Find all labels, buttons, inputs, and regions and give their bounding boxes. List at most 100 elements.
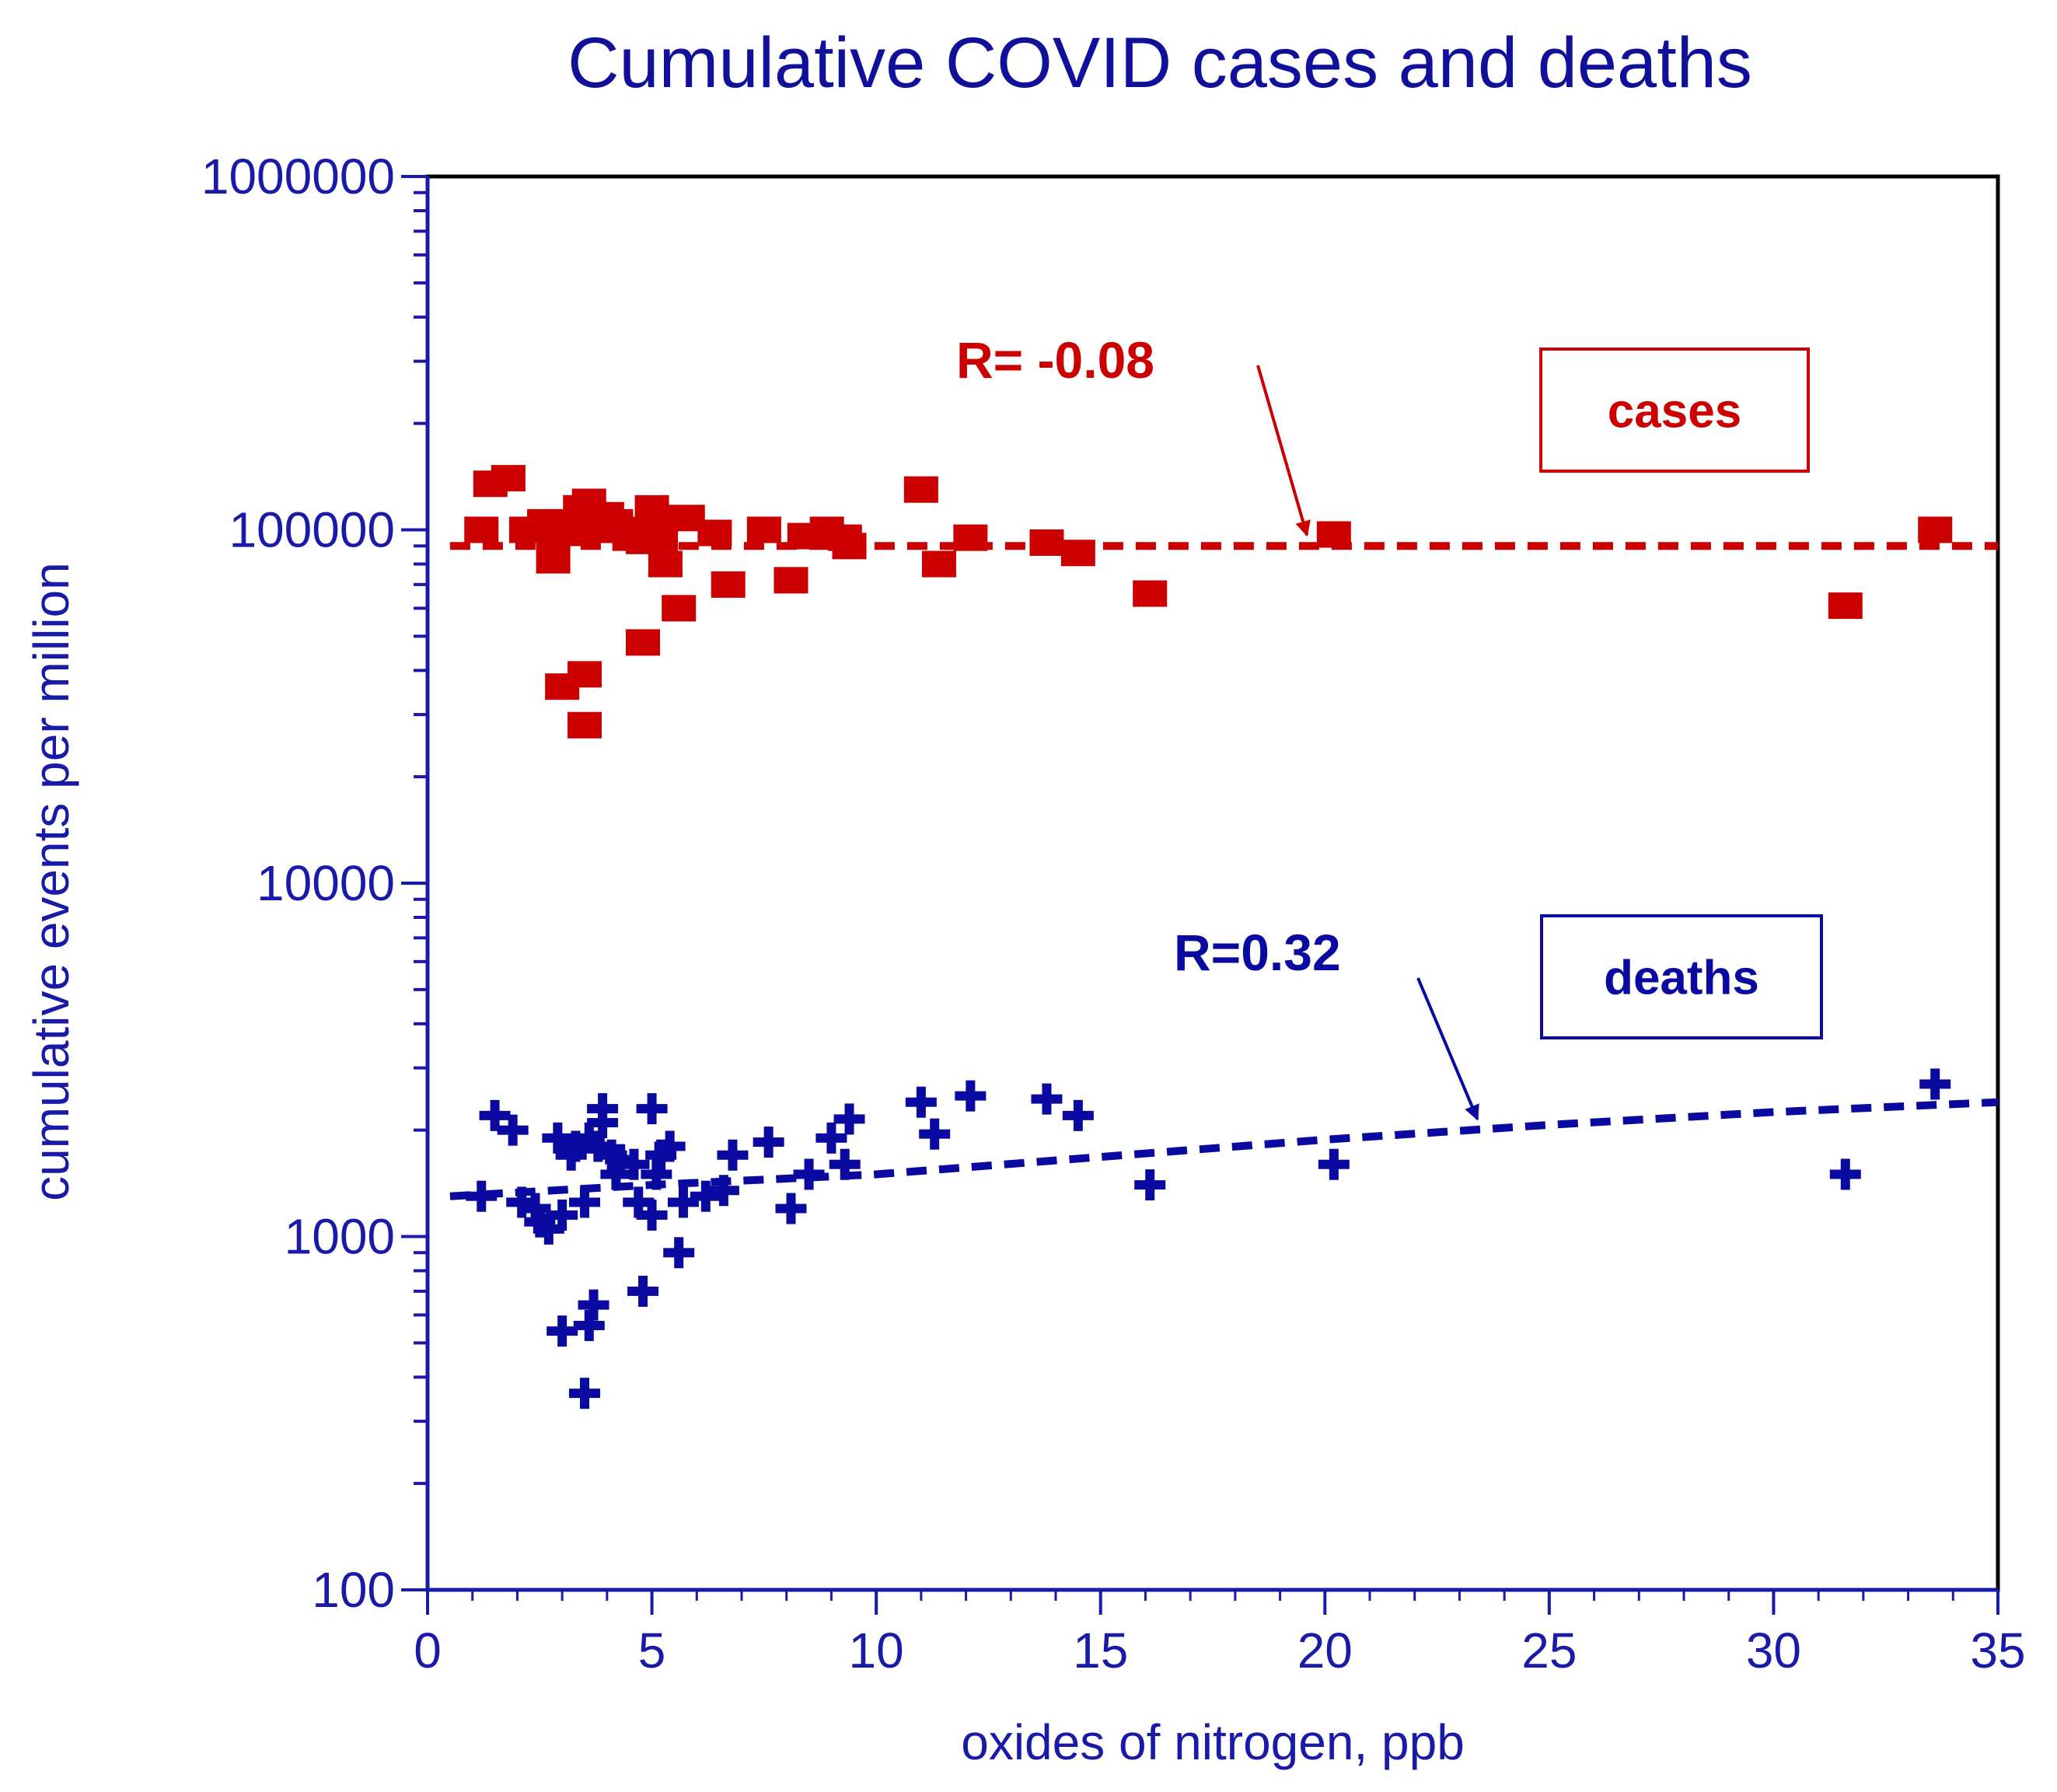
deaths-r-arrow bbox=[1416, 977, 1479, 1121]
plus-bar-v bbox=[580, 1378, 589, 1409]
x-tick-label: 10 bbox=[849, 1623, 904, 1678]
y-minor-ticks bbox=[414, 190, 428, 1486]
x-tick-label: 15 bbox=[1073, 1623, 1128, 1678]
plus-bar-v bbox=[490, 1099, 500, 1131]
plus-bar-v bbox=[930, 1118, 940, 1150]
y-tick-label: 1000 bbox=[285, 1209, 395, 1265]
deaths-point bbox=[663, 1237, 695, 1269]
plus-bar-v bbox=[763, 1127, 774, 1158]
cases-point bbox=[464, 516, 499, 543]
deaths-point bbox=[618, 1148, 650, 1180]
deaths-legend-box bbox=[1540, 914, 1823, 1039]
plus-bar-v bbox=[638, 1275, 648, 1307]
plus-bar-v bbox=[966, 1080, 976, 1112]
deaths-point bbox=[1062, 1099, 1094, 1131]
deaths-point bbox=[497, 1114, 529, 1146]
plus-bar-v bbox=[700, 1180, 711, 1212]
deaths-point bbox=[542, 1122, 574, 1154]
deaths-point bbox=[1134, 1169, 1166, 1201]
plus-bar-v bbox=[553, 1122, 563, 1154]
y-major-ticks: 100 1000 10000 100000 1000000 bbox=[201, 148, 428, 1618]
deaths-point bbox=[1318, 1148, 1350, 1180]
deaths-point bbox=[667, 1186, 699, 1218]
deaths-point bbox=[479, 1099, 511, 1131]
cases-legend-label: cases bbox=[1608, 385, 1741, 438]
plus-bar-v bbox=[477, 1180, 487, 1212]
deaths-point bbox=[547, 1315, 578, 1347]
deaths-point bbox=[829, 1148, 861, 1180]
cases-point bbox=[711, 571, 746, 598]
plus-bar-v bbox=[647, 1199, 657, 1231]
cases-point bbox=[648, 550, 683, 578]
y-tick-label: 10000 bbox=[257, 855, 395, 911]
plus-bar-v bbox=[916, 1086, 926, 1118]
deaths-point bbox=[919, 1118, 951, 1150]
plus-bar-v bbox=[804, 1158, 814, 1190]
cases-legend-box bbox=[1539, 348, 1810, 473]
plus-bar-v bbox=[1042, 1083, 1052, 1115]
x-ticks: 0 5 10 15 20 25 30 35 bbox=[414, 1590, 2026, 1678]
fit-lines bbox=[449, 542, 1999, 1200]
plus-bar-v bbox=[678, 1186, 688, 1218]
cases-r-arrow bbox=[1256, 365, 1311, 537]
plus-bar-v bbox=[598, 1107, 608, 1139]
deaths-point bbox=[466, 1180, 498, 1212]
plus-bar-v bbox=[786, 1193, 796, 1224]
deaths-legend-label: deaths bbox=[1604, 952, 1759, 1005]
x-axis-label: oxides of nitrogen, ppb bbox=[961, 1714, 1465, 1770]
plus-bar-v bbox=[616, 1144, 626, 1175]
plus-bar-v bbox=[588, 1289, 599, 1321]
deaths-point bbox=[717, 1139, 749, 1171]
cases-point bbox=[1133, 580, 1168, 607]
plus-bar-v bbox=[1145, 1169, 1155, 1201]
cases-point bbox=[568, 711, 602, 739]
deaths-point bbox=[636, 1199, 668, 1231]
plus-bar-v bbox=[543, 1213, 554, 1245]
deaths-point bbox=[654, 1130, 686, 1162]
deaths-point bbox=[569, 1378, 600, 1409]
cases-point bbox=[1918, 516, 1953, 543]
deaths-point bbox=[905, 1086, 937, 1118]
deaths-point bbox=[587, 1107, 619, 1139]
cases-point bbox=[1060, 540, 1095, 567]
plus-bar-v bbox=[629, 1148, 639, 1180]
annotations: cases R= -0.08 deaths R=0.32 bbox=[956, 331, 1823, 1121]
deaths-point bbox=[775, 1193, 807, 1224]
plot-frame bbox=[425, 174, 2000, 1592]
cases-point bbox=[832, 533, 867, 560]
plus-bar-v bbox=[840, 1148, 850, 1180]
plus-bar-v bbox=[1840, 1158, 1850, 1190]
deaths-r-label: R=0.32 bbox=[1174, 924, 1341, 981]
deaths-point bbox=[955, 1080, 987, 1112]
cases-point bbox=[697, 519, 732, 547]
x-tick-label: 30 bbox=[1746, 1623, 1801, 1678]
cases-point bbox=[568, 661, 602, 688]
plus-bar-v bbox=[674, 1237, 684, 1269]
deaths-point bbox=[707, 1175, 739, 1207]
cases-point bbox=[536, 547, 571, 574]
x-tick-label: 20 bbox=[1297, 1623, 1353, 1678]
plus-bar-v bbox=[844, 1103, 854, 1135]
x-tick-label: 35 bbox=[1970, 1623, 2025, 1678]
plus-bar-v bbox=[718, 1175, 728, 1207]
cases-point bbox=[903, 476, 938, 503]
plus-bar-v bbox=[728, 1139, 738, 1171]
cases-point bbox=[953, 524, 988, 551]
cases-r-label: R= -0.08 bbox=[956, 331, 1154, 389]
y-tick-label: 100 bbox=[312, 1562, 395, 1618]
deaths-point bbox=[1031, 1083, 1063, 1115]
y-axis-label: cumulative events per million bbox=[23, 562, 79, 1201]
y-tick-label: 1000000 bbox=[201, 148, 395, 204]
plus-bar-v bbox=[557, 1199, 568, 1231]
deaths-point bbox=[623, 1186, 655, 1218]
cases-point bbox=[1828, 592, 1863, 620]
deaths-point bbox=[1919, 1068, 1951, 1100]
deaths-point bbox=[1829, 1158, 1861, 1190]
points-layer bbox=[464, 465, 1953, 1409]
plus-bar-v bbox=[508, 1114, 518, 1146]
x-tick-label: 5 bbox=[638, 1623, 666, 1678]
plus-bar-v bbox=[1329, 1148, 1339, 1180]
cases-point bbox=[921, 550, 956, 578]
cases-point bbox=[626, 629, 661, 656]
